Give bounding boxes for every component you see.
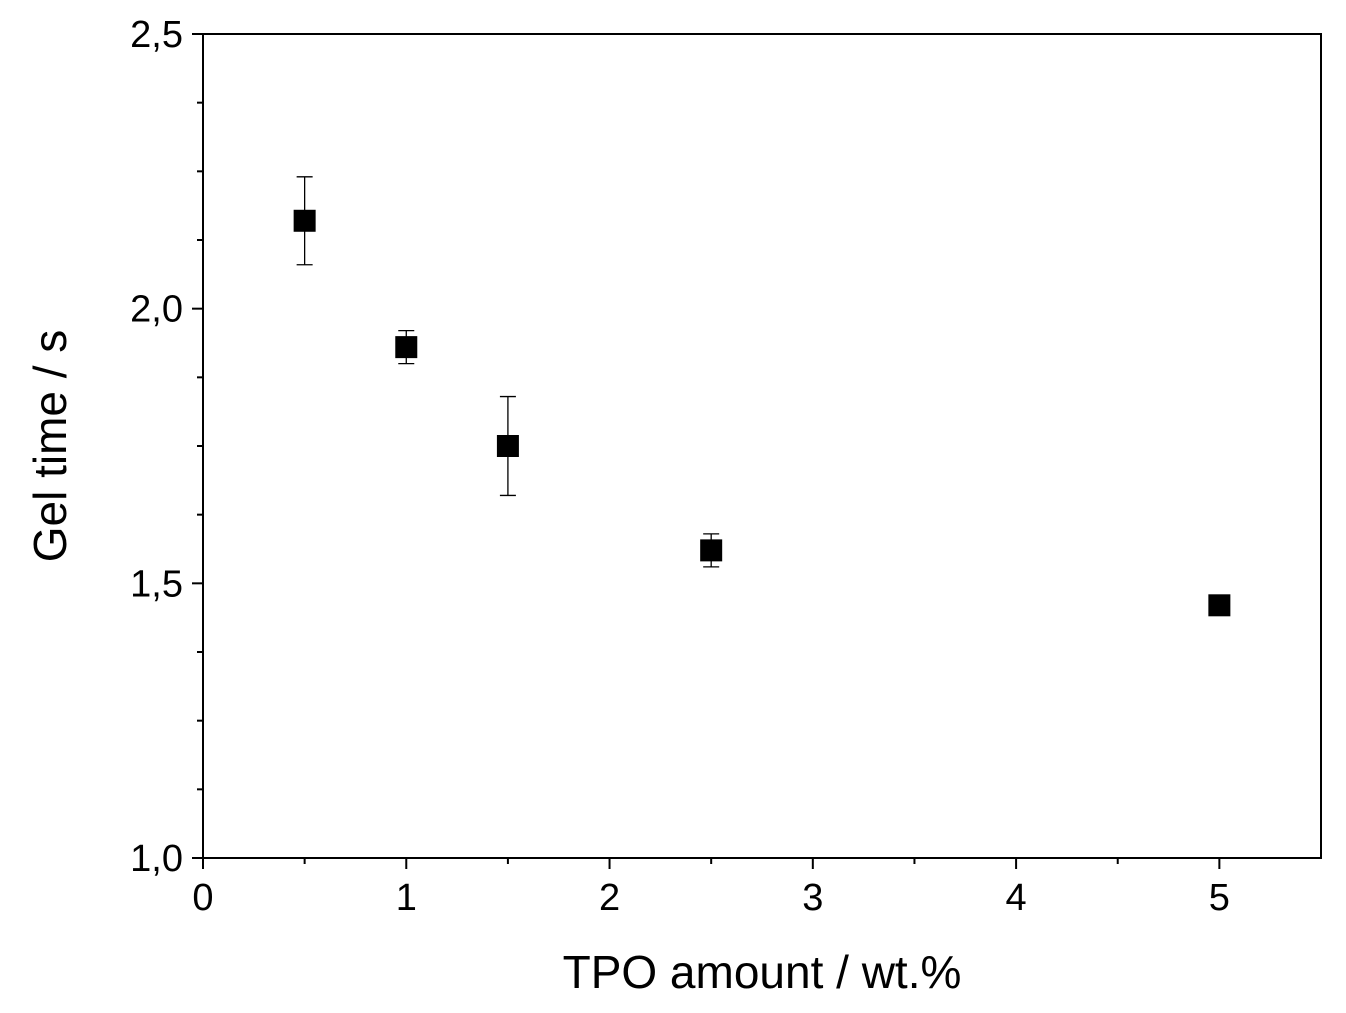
y-tick-label: 2,0 <box>130 289 183 331</box>
y-tick-label: 2,5 <box>130 14 183 56</box>
square-marker <box>1208 594 1231 617</box>
x-axis-title: TPO amount / wt.% <box>563 946 962 998</box>
x-tick-label: 1 <box>396 877 417 919</box>
data-point <box>700 533 723 568</box>
square-marker <box>700 539 723 562</box>
y-axis-ticks: 1,0 1,5 2,0 2,5 <box>130 14 203 880</box>
data-points <box>293 176 1231 617</box>
data-point <box>293 176 316 266</box>
square-marker <box>496 435 519 457</box>
x-tick-label: 0 <box>192 877 213 919</box>
plot-frame <box>202 33 1322 859</box>
y-tick-label: 1,0 <box>130 838 183 880</box>
x-tick-label: 3 <box>802 877 823 919</box>
x-axis-ticks: 0 1 2 3 4 5 <box>192 858 1230 919</box>
data-point <box>395 329 418 365</box>
data-point <box>1208 594 1231 617</box>
x-tick-label: 5 <box>1209 877 1230 919</box>
x-tick-label: 4 <box>1006 877 1027 919</box>
y-tick-label: 1,5 <box>130 563 183 605</box>
x-tick-label: 2 <box>599 877 620 919</box>
data-point <box>496 395 519 497</box>
square-marker <box>293 209 316 232</box>
y-axis-title: Gel time / s <box>24 330 76 563</box>
square-marker <box>395 336 418 359</box>
